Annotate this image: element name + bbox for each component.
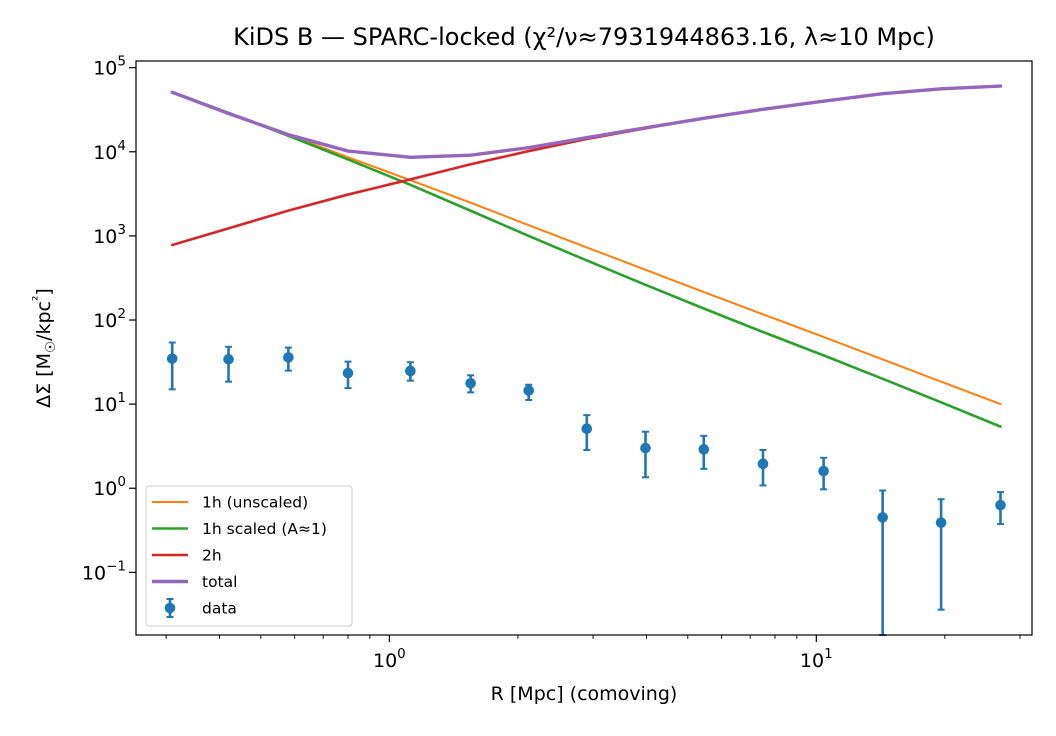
chart-title: KiDS B — SPARC-locked (χ²/ν≈7931944863.1… <box>233 23 935 51</box>
x-axis-label: R [Mpc] (comoving) <box>491 683 678 705</box>
data-point <box>166 353 178 364</box>
data-point <box>405 365 416 377</box>
data-point <box>877 512 888 523</box>
data-point <box>698 444 710 455</box>
data-point <box>283 352 294 363</box>
y-axis-label: ΔΣ [M☉/kpc²] <box>30 288 59 408</box>
data-point <box>581 423 593 435</box>
legend-label: 1h (unscaled) <box>202 494 308 512</box>
axis-ticks: 100 101 105 104 103 102 101 100 10−1 <box>82 54 1021 672</box>
legend-label: data <box>202 600 237 618</box>
y-tick-label: 102 <box>93 306 126 332</box>
data-point <box>995 499 1006 511</box>
series-layer <box>166 84 1006 636</box>
y-tick-label: 10−1 <box>82 558 126 584</box>
y-tick-label: 103 <box>93 222 126 248</box>
legend-label: total <box>202 573 237 591</box>
x-tick-label: 101 <box>800 646 833 672</box>
y-tick-label: 104 <box>93 138 126 164</box>
series-line-0 <box>171 91 1002 406</box>
y-tick-label: 105 <box>93 54 126 80</box>
data-point <box>818 465 829 477</box>
data-point <box>757 458 769 470</box>
y-tick-label: 101 <box>93 390 126 416</box>
legend-marker-point <box>164 602 176 614</box>
legend-label: 1h scaled (A≈1) <box>202 520 327 538</box>
axes-frame <box>135 60 1033 636</box>
legend-label: 2h <box>202 547 222 565</box>
x-tick-label: 100 <box>373 646 406 672</box>
data-point <box>342 367 354 379</box>
data-point <box>935 517 947 528</box>
data-point <box>640 442 651 454</box>
series-line-1 <box>170 90 1002 428</box>
legend: 1h (unscaled) 1h scaled (A≈1) 2h total data <box>145 485 353 627</box>
series-line-3 <box>170 84 1003 159</box>
y-tick-label: 100 <box>93 474 126 500</box>
legend-box <box>145 485 353 627</box>
data-point <box>465 377 476 389</box>
data-point <box>523 385 535 396</box>
data-point <box>223 354 234 365</box>
